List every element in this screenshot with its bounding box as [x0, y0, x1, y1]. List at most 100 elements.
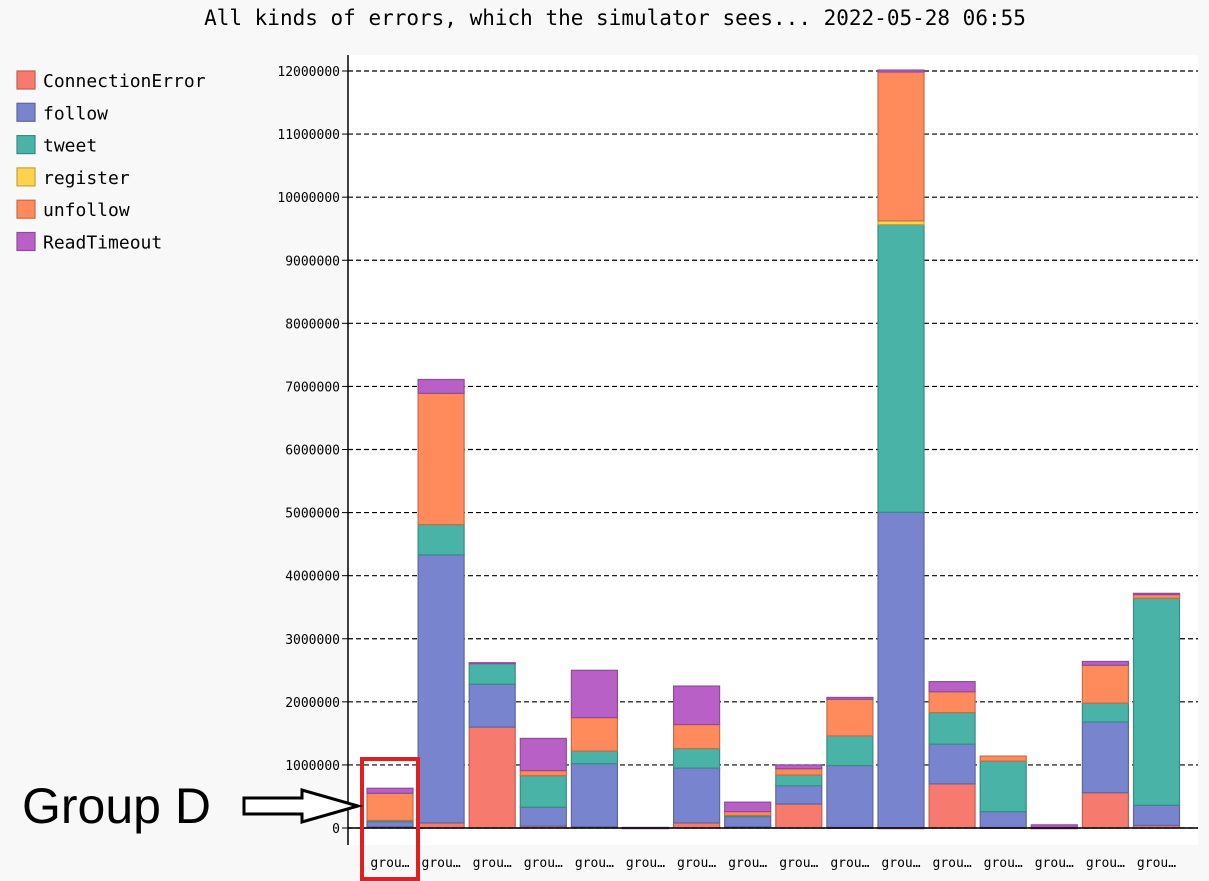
x-tick-label: grou…: [575, 856, 614, 871]
bar-segment-tweet: [519, 775, 567, 808]
bar-segment-unfollow: [775, 768, 823, 776]
y-tick-label: 4000000: [285, 570, 340, 585]
bar-segment-follow: [672, 767, 721, 824]
bar-segment-follow: [928, 743, 976, 785]
bar-segment-readtimeout: [1132, 592, 1181, 596]
bar-segment-unfollow: [928, 691, 976, 714]
bar-segment-follow: [519, 806, 567, 827]
legend-label: unfollow: [43, 200, 130, 221]
bar-segment-readtimeout: [570, 669, 619, 719]
y-tick-label: 3000000: [285, 633, 340, 648]
legend-label: ConnectionError: [43, 71, 206, 92]
chart-title: All kinds of errors, which the simulator…: [204, 6, 1026, 30]
bar-segment-readtimeout: [1030, 824, 1078, 828]
bar-segment-follow: [724, 816, 772, 828]
y-tick-label: 7000000: [285, 380, 340, 395]
bar-segment-unfollow: [519, 769, 567, 777]
bar-segment-unfollow: [877, 71, 925, 222]
y-tick-label: 5000000: [285, 507, 340, 522]
bar-segment-follow: [570, 763, 619, 828]
annotation: Group D: [22, 757, 420, 881]
bar-segment-tweet: [468, 662, 516, 685]
x-tick-label: grou…: [1137, 856, 1176, 871]
y-tick-label: 10000000: [277, 191, 340, 206]
x-tick-label: grou…: [422, 856, 461, 871]
axes: 0 1000000 2000000 3000000 4000000 5000000 6000…: [277, 55, 1198, 871]
bar-segment-unfollow: [417, 392, 465, 526]
y-tick-label: 6000000: [285, 444, 340, 459]
legend-label: tweet: [43, 136, 97, 157]
bar-segment-follow: [775, 785, 823, 805]
y-tick-label: 9000000: [285, 254, 340, 269]
bar-segment-follow: [1081, 721, 1130, 794]
bar-segment-readtimeout: [826, 696, 874, 700]
bar-segment-follow: [417, 554, 465, 824]
legend-swatch: [16, 199, 36, 219]
y-tick-label: 11000000: [277, 128, 340, 143]
legend-swatch: [16, 102, 36, 122]
bar-segment-readtimeout: [672, 685, 721, 726]
legend-label: ReadTimeout: [43, 233, 162, 254]
x-tick-label: grou…: [370, 856, 409, 871]
y-tick-label: 1000000: [285, 759, 340, 774]
bar-segment-connectionerror: [468, 726, 516, 829]
y-tick-label: 0: [332, 822, 340, 837]
bar-segment-connectionerror: [672, 822, 721, 829]
x-tick-label: grou…: [933, 856, 972, 871]
bar-segment-follow: [366, 821, 414, 828]
legend-label: register: [43, 168, 130, 189]
bar-segment-readtimeout: [519, 737, 567, 772]
bar-segment-follow: [979, 810, 1027, 828]
bar-segment-tweet: [570, 750, 619, 765]
x-tick-label: grou…: [473, 856, 512, 871]
bar-segment-tweet: [928, 711, 976, 745]
x-tick-label: grou…: [1086, 856, 1125, 871]
bar-segment-follow: [1132, 804, 1181, 827]
bar-segment-readtimeout: [928, 681, 976, 693]
x-tick-label: grou…: [1035, 856, 1074, 871]
bar-segment-readtimeout: [366, 787, 414, 794]
x-tick-label: grou…: [524, 856, 563, 871]
x-tick-label: grou…: [984, 856, 1023, 871]
x-tick-label: grou…: [728, 856, 767, 871]
annotation-label: Group D: [22, 778, 211, 834]
bar-segment-unfollow: [826, 698, 874, 737]
arrow-icon: [242, 788, 364, 824]
bar-segment-follow: [826, 764, 874, 828]
bar-segment-readtimeout: [775, 764, 823, 770]
bar-segment-tweet: [775, 774, 823, 787]
bar-segment-unfollow: [366, 792, 414, 822]
bar-segment-tweet: [979, 760, 1027, 813]
bar-segment-unfollow: [1081, 664, 1130, 704]
legend-swatch: [16, 167, 36, 187]
bar-segment-follow: [468, 683, 516, 728]
x-tick-label: grou…: [626, 856, 665, 871]
legend-swatch: [16, 135, 36, 155]
legend-swatch: [16, 70, 36, 90]
bar-segment-unfollow: [979, 755, 1027, 762]
bar-segment-connectionerror: [1081, 792, 1130, 829]
x-tick-label: grou…: [779, 856, 818, 871]
bar-segment-tweet: [1132, 597, 1181, 806]
bar-segment-tweet: [672, 747, 721, 769]
legend: ConnectionError follow tweet register unfoll…: [16, 70, 206, 254]
bar-segment-readtimeout: [877, 69, 925, 73]
bar-segment-readtimeout: [724, 801, 772, 813]
bar-segment-unfollow: [672, 723, 721, 750]
x-tick-label: grou…: [677, 856, 716, 871]
bar-segment-connectionerror: [417, 822, 465, 829]
bar-segment-connectionerror: [928, 783, 976, 829]
bar-segment-follow: [877, 511, 925, 829]
x-tick-label: grou…: [881, 856, 920, 871]
bar-segment-readtimeout: [468, 662, 516, 665]
y-tick-label: 8000000: [285, 317, 340, 332]
x-tick-label: grou…: [830, 856, 869, 871]
bar-segment-readtimeout: [417, 378, 465, 394]
bar-segment-tweet: [826, 735, 874, 767]
bar-segment-tweet: [877, 224, 925, 513]
bar-segment-unfollow: [570, 717, 619, 752]
bar-segment-connectionerror: [775, 803, 823, 829]
highlight-box: [360, 757, 420, 881]
y-tick-label: 12000000: [277, 65, 340, 80]
